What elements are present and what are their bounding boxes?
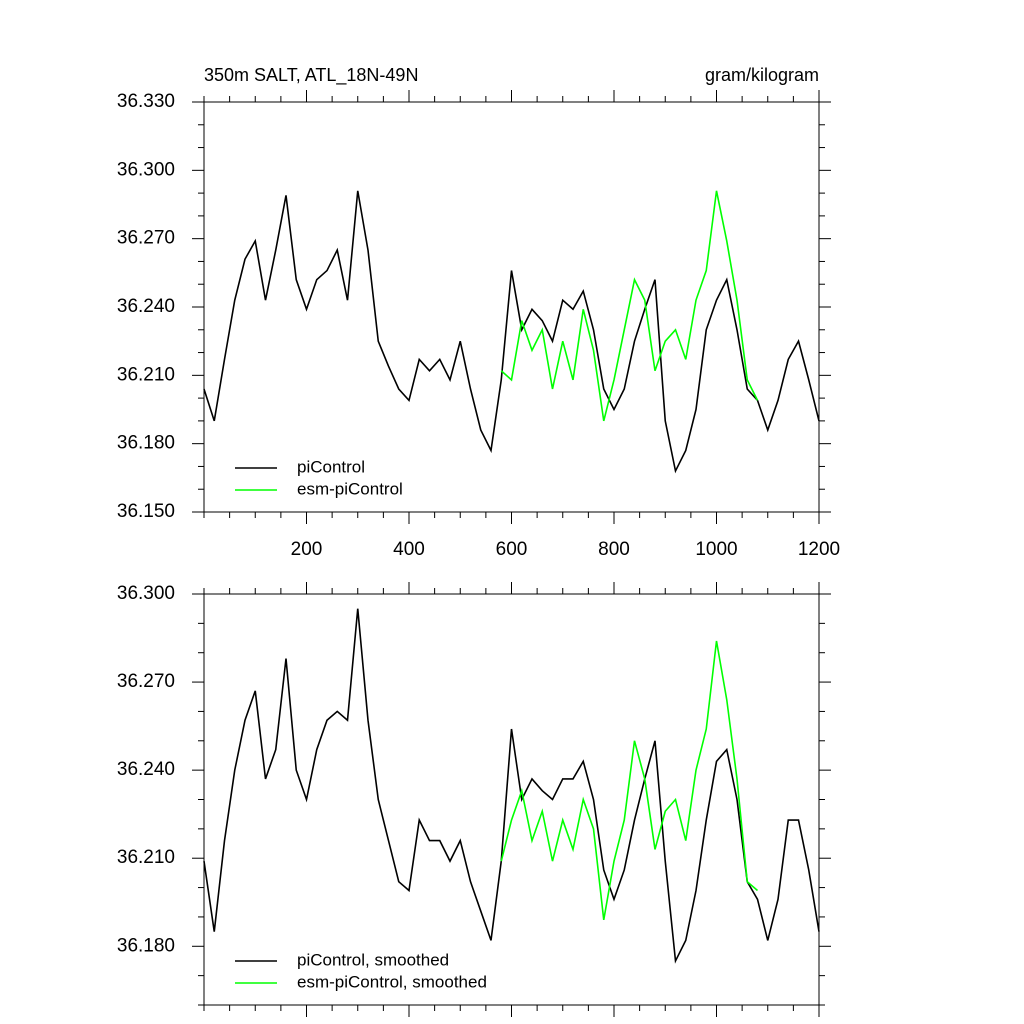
y-tick-label: 36.300	[117, 583, 175, 604]
legend-label: piControl, smoothed	[297, 950, 449, 969]
x-tick-label: 400	[393, 539, 425, 560]
x-tick-label: 200	[291, 539, 323, 560]
y-tick-label: 36.180	[117, 935, 175, 956]
y-tick-label: 36.150	[117, 501, 175, 522]
y-tick-label: 36.270	[117, 228, 175, 249]
data-line	[500, 190, 759, 422]
y-tick-label: 36.180	[117, 433, 175, 454]
plot-frame	[203, 101, 820, 513]
units-label: gram/kilogram	[705, 65, 819, 85]
y-tick-label: 36.210	[117, 847, 175, 868]
y-tick-label: 36.210	[117, 364, 175, 385]
x-tick-label: 1000	[695, 539, 737, 560]
y-tick-label: 36.240	[117, 759, 175, 780]
data-line	[203, 608, 820, 964]
data-line	[500, 640, 759, 920]
y-tick-label: 36.270	[117, 671, 175, 692]
x-tick-label: 600	[496, 539, 528, 560]
legend-label: esm-piControl	[297, 479, 403, 498]
legend-label: piControl	[297, 457, 365, 476]
chart-title: 350m SALT, ATL_18N-49N	[204, 65, 418, 86]
legend-label: esm-piControl, smoothed	[297, 972, 487, 991]
x-tick-label: 1200	[798, 539, 840, 560]
plot-frame	[203, 593, 820, 1006]
y-tick-label: 36.300	[117, 159, 175, 180]
x-tick-label: 800	[598, 539, 630, 560]
y-tick-label: 36.240	[117, 296, 175, 317]
y-tick-label: 36.330	[117, 91, 175, 112]
data-line	[203, 190, 820, 474]
